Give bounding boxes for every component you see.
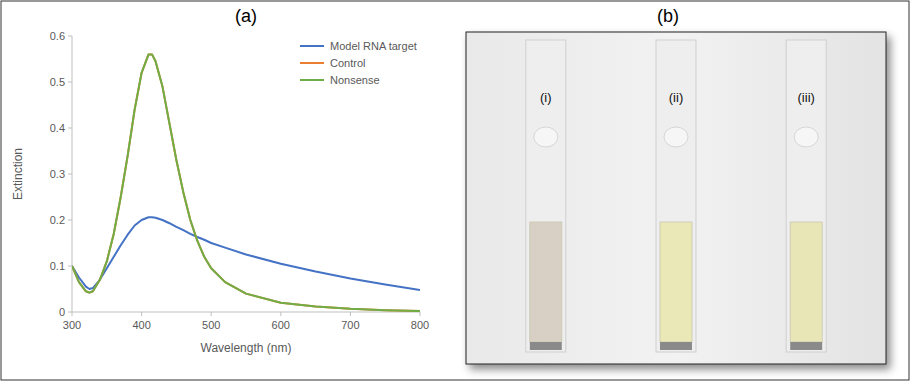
x-tick-label: 400 [132,319,150,331]
plot-area [72,54,420,311]
y-tick [68,266,72,267]
x-tick-label: 600 [272,319,290,331]
x-tick-label: 500 [202,319,220,331]
y-tick-label: 0.5 [50,76,65,88]
y-tick [68,174,72,175]
cuvette-base [530,342,562,350]
x-tick [350,312,351,316]
x-tick-label: 300 [63,319,81,331]
x-axis-title: Wavelength (nm) [201,341,292,355]
x-tick [72,312,73,316]
y-tick-label: 0.6 [50,30,65,42]
cuvette-bubble [664,127,688,147]
y-axis-title: Extinction [11,148,25,200]
legend-label: Model RNA target [330,40,417,52]
cuvette-glass [656,40,696,352]
y-tick [68,220,72,221]
chart-title: (a) [235,6,257,26]
cuvette-liquid [660,222,692,342]
cuvette-glass [526,40,566,352]
x-tick-label: 800 [411,319,429,331]
cuvette-liquid [790,222,822,342]
outer-frame [1,1,909,380]
legend-swatch [300,62,324,64]
series-line [72,54,420,311]
y-tick-label: 0.1 [50,260,65,272]
legend-label: Nonsense [330,74,380,86]
y-tick [68,82,72,83]
y-tick-label: 0 [59,306,65,318]
x-axis [72,312,420,313]
panel-title: (b) [657,6,679,26]
cuvette-liquid [530,222,562,342]
legend-swatch [300,45,324,47]
y-tick-label: 0.4 [50,122,65,134]
y-tick [68,36,72,37]
legend-swatch [300,79,324,81]
cuvette-base [790,342,822,350]
legend-label: Control [330,57,365,69]
cuvette-label: (ii) [669,90,683,105]
y-tick-label: 0.3 [50,168,65,180]
series-line [72,54,420,311]
x-tick [280,312,281,316]
page: (a) 0 0.1 0.2 0.3 0.4 0.5 0.6 300 400 500 600 700 800… [0,0,910,381]
cuvette-bubble [534,127,558,147]
y-tick [68,312,72,313]
cuvette-glass [786,40,826,352]
x-tick [211,312,212,316]
x-tick [141,312,142,316]
y-tick [68,128,72,129]
photo-frame [466,32,886,364]
cuvette-bubble [794,127,818,147]
cuvette-label: (iii) [798,90,815,105]
cuvette-label: (i) [540,90,552,105]
x-tick [420,312,421,316]
series-line [72,217,420,290]
y-tick-label: 0.2 [50,214,65,226]
x-tick-label: 700 [341,319,359,331]
cuvette-base [660,342,692,350]
